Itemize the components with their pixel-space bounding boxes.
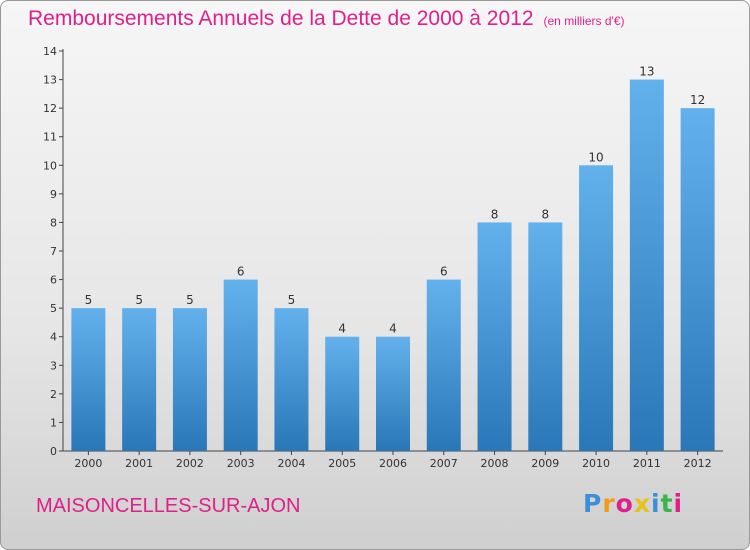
y-tick-label: 13 (43, 74, 57, 87)
y-tick-label: 14 (43, 45, 57, 58)
x-tick-label: 2002 (176, 457, 204, 470)
bar (528, 222, 563, 451)
y-tick-label: 6 (50, 274, 57, 287)
y-tick-label: 8 (50, 216, 57, 229)
bar (325, 336, 360, 451)
data-label: 5 (135, 293, 143, 307)
logo-letter: o (615, 489, 634, 518)
data-label: 8 (541, 207, 549, 221)
logo-letter: P (583, 489, 603, 518)
x-tick-label: 2006 (379, 457, 407, 470)
data-label: 6 (237, 265, 245, 279)
y-tick-label: 4 (50, 331, 57, 344)
logo-letter: i (651, 489, 661, 518)
bar (172, 308, 207, 451)
data-label: 13 (639, 65, 654, 79)
bar (477, 222, 512, 451)
town-name: MAISONCELLES-SUR-AJON (36, 495, 301, 517)
x-tick-label: 2008 (481, 457, 509, 470)
x-tick-label: 2001 (125, 457, 153, 470)
data-label: 8 (491, 207, 499, 221)
x-tick-label: 2012 (684, 457, 712, 470)
x-tick-label: 2004 (277, 457, 305, 470)
y-tick-label: 2 (50, 388, 57, 401)
data-label: 12 (690, 93, 705, 107)
bar (579, 165, 614, 452)
data-label: 10 (588, 150, 603, 164)
logo-letter: t (660, 489, 674, 518)
bar (223, 279, 258, 451)
bar (71, 308, 106, 451)
chart-title-text: Remboursements Annuels de la Dette de 20… (28, 7, 534, 30)
y-tick-label: 12 (43, 102, 57, 115)
y-tick-label: 7 (50, 245, 57, 258)
chart-bars: 5 5 5 6 5 4 4 6 8 8 10 13 12 (71, 65, 715, 452)
bar (426, 279, 461, 451)
x-tick-label: 2007 (430, 457, 458, 470)
y-tick-label: 11 (43, 131, 57, 144)
chart-title: Remboursements Annuels de la Dette de 20… (28, 7, 625, 31)
bar (629, 79, 664, 452)
data-label: 4 (338, 322, 346, 336)
x-tick-label: 2011 (633, 457, 661, 470)
bar (122, 308, 157, 451)
logo-letter: i (673, 489, 684, 518)
data-label: 5 (288, 293, 296, 307)
proxiti-logo: Proxiti (583, 489, 683, 518)
y-tick-label: 1 (50, 416, 57, 429)
data-label: 6 (440, 265, 448, 279)
logo-letter: r (602, 489, 616, 518)
x-tick-label: 2010 (582, 457, 610, 470)
data-label: 5 (186, 293, 194, 307)
x-tick-label: 2003 (227, 457, 255, 470)
y-tick-label: 0 (50, 445, 57, 458)
x-tick-label: 2009 (531, 457, 559, 470)
x-tick-label: 2000 (74, 457, 102, 470)
chart-unit: (en milliers d'€) (543, 14, 625, 28)
data-label: 5 (85, 293, 93, 307)
data-label: 4 (389, 322, 397, 336)
x-tick-label: 2005 (328, 457, 356, 470)
bar (680, 108, 715, 452)
y-tick-label: 3 (50, 359, 57, 372)
y-tick-label: 9 (50, 188, 57, 201)
bar (376, 336, 410, 451)
bar (274, 308, 309, 451)
logo-letter: x (633, 489, 651, 518)
y-tick-label: 10 (43, 159, 57, 172)
y-tick-label: 5 (50, 302, 57, 315)
